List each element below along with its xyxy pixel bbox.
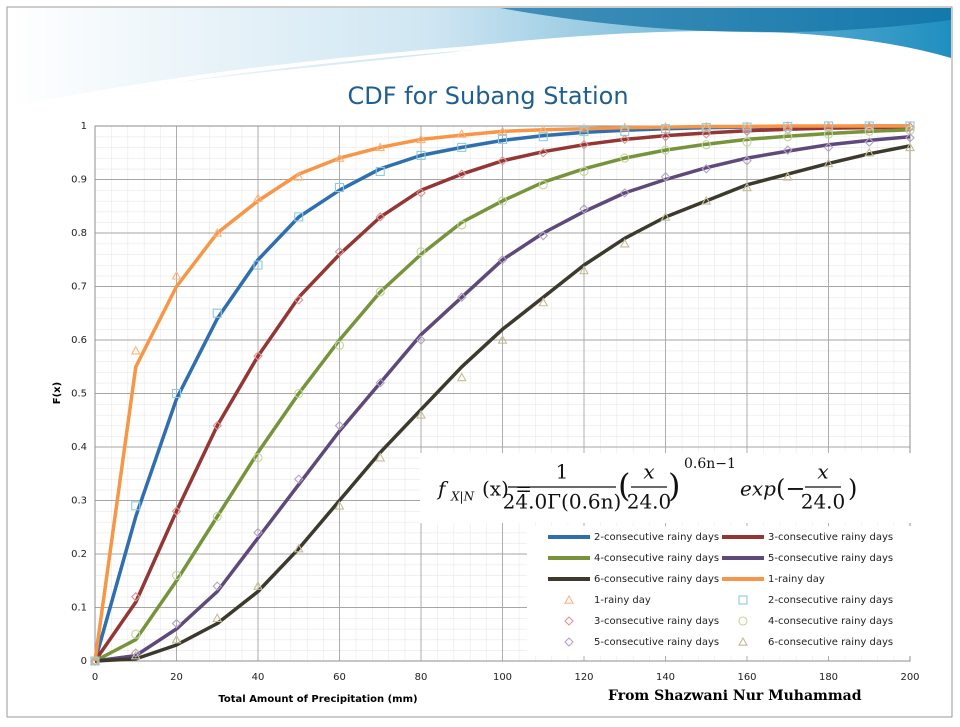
legend-label: 2-consecutive rainy days [768,595,893,606]
formula-den: 24.0Γ(0.6n) [503,490,622,514]
x-tick-label: 0 [92,672,98,683]
x-tick-label: 160 [737,672,756,683]
x-axis-label: Total Amount of Precipitation (mm) [218,694,417,705]
formula-num: 1 [556,460,569,484]
y-tick-label: 0.5 [71,389,87,400]
x-tick-label: 120 [574,672,593,683]
legend-label: 1-rainy day [768,574,825,585]
formula-num: x [643,460,654,484]
legend-label: 5-consecutive rainy days [768,553,893,564]
x-tick-label: 140 [656,672,675,683]
y-tick-label: 0.6 [71,335,87,346]
y-tick-label: 0.7 [71,282,87,293]
legend-label: 4-consecutive rainy days [768,616,893,627]
legend-label: 1-rainy day [594,595,651,606]
y-tick-label: 0.1 [71,603,87,614]
y-tick-label: 0.3 [71,496,87,507]
y-tick-label: 0.8 [71,228,87,239]
legend-label: 5-consecutive rainy days [594,637,719,648]
formula-sub: X|N [450,490,475,504]
x-tick-label: 40 [252,672,265,683]
legend-label: 6-consecutive rainy days [594,574,719,585]
y-tick-label: 1 [81,121,87,132]
y-tick-label: 0 [81,656,87,667]
x-tick-label: 60 [333,672,346,683]
paren: ) [668,467,680,505]
formula-den: 24.0 [801,490,846,514]
page: CDF for Subang Station f X|N (x) = 1 24.… [0,0,960,723]
legend-label: 6-consecutive rainy days [768,637,893,648]
formula-den: 24.0 [627,490,672,514]
formula-num: x [817,460,828,484]
legend-label: 3-consecutive rainy days [594,616,719,627]
y-axis-label: F(x) [52,382,63,404]
slide: CDF for Subang Station f X|N (x) = 1 24.… [0,0,960,723]
x-tick-label: 20 [170,672,183,683]
x-tick-label: 200 [900,672,919,683]
formula-exp: exp [740,477,776,501]
legend-label: 2-consecutive rainy days [594,532,719,543]
credit: From Shazwani Nur Muhammad [608,688,862,704]
x-tick-label: 180 [819,672,838,683]
y-tick-label: 0.2 [71,549,87,560]
y-tick-label: 0.4 [71,442,87,453]
paren: ) [848,475,857,503]
slide-title: CDF for Subang Station [347,82,628,110]
y-tick-label: 0.9 [71,175,87,186]
legend-label: 3-consecutive rainy days [768,532,893,543]
x-tick-label: 80 [415,672,428,683]
x-tick-label: 100 [493,672,512,683]
legend-label: 4-consecutive rainy days [594,553,719,564]
formula-power: 0.6n−1 [684,456,736,472]
